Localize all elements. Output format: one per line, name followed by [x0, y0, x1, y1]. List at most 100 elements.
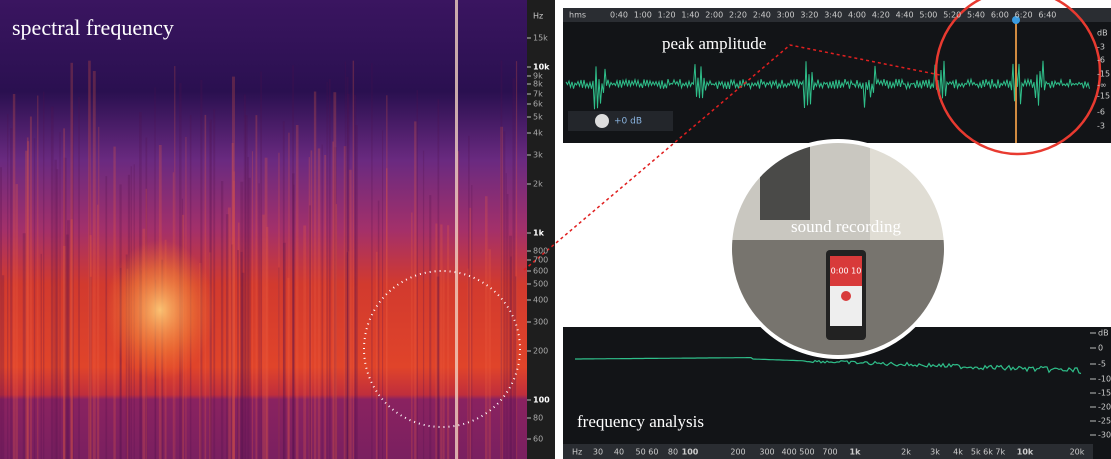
freq-label: 30 [593, 448, 603, 457]
stripe [40, 253, 42, 459]
stripe [62, 245, 66, 459]
db-label: -6 [1097, 56, 1105, 65]
stripe [25, 150, 28, 459]
db-label: -10 [1098, 375, 1111, 384]
stripe [437, 99, 440, 459]
time-label: 2:00 [705, 11, 723, 20]
stripe [209, 252, 212, 459]
stripe [251, 151, 253, 459]
time-label: 5:00 [919, 11, 937, 20]
time-label: 2:40 [753, 11, 771, 20]
tick-label: 10k [533, 63, 550, 72]
stripe [488, 249, 491, 459]
stripe [278, 152, 280, 459]
freq-label: 40 [614, 448, 624, 457]
db-label: -3 [1097, 43, 1105, 52]
stripe [89, 235, 92, 459]
freq-label: 3k [930, 448, 940, 457]
tick-label: 9k [533, 72, 543, 81]
gain-knob[interactable] [595, 114, 609, 128]
phone-timer: 0:00 10 [831, 267, 862, 276]
stripe [260, 71, 262, 459]
waveform [565, 60, 1090, 110]
stripe [237, 250, 239, 459]
stripe [514, 276, 517, 459]
stripe [317, 148, 321, 459]
freq-axis [563, 444, 1093, 459]
stripe [227, 207, 231, 459]
stripe [96, 204, 99, 459]
db-label: dB [1098, 329, 1109, 338]
time-label: 3:20 [800, 11, 818, 20]
tick-label: 4k [533, 129, 543, 138]
tick-label: 600 [533, 267, 548, 276]
stripe [255, 115, 258, 459]
playhead [1015, 22, 1017, 143]
stripe [332, 141, 334, 459]
stripe [266, 226, 269, 459]
stripe [414, 121, 417, 459]
stripe [321, 144, 323, 459]
stripe [440, 224, 443, 459]
db-label: -15 [1097, 70, 1110, 79]
stripe [1, 275, 5, 459]
stripe [471, 185, 473, 459]
stripe [344, 61, 346, 459]
time-label: 3:40 [824, 11, 842, 20]
stripe [308, 157, 310, 459]
stripe [505, 173, 507, 459]
stripe [231, 244, 234, 459]
freq-label: 400 500 [781, 448, 814, 457]
stripe [503, 131, 506, 459]
db-label: dB [1097, 29, 1108, 38]
stripe [422, 150, 425, 459]
stripe [411, 212, 413, 459]
stripe [295, 124, 299, 459]
stripe [347, 93, 350, 459]
stripe [355, 125, 358, 459]
stripe [457, 151, 459, 459]
stripe [241, 272, 245, 459]
time-label: 1:40 [681, 11, 699, 20]
playhead-handle [1012, 16, 1020, 24]
freq-label: 5k 6k 7k [971, 448, 1006, 457]
stripe [63, 128, 66, 459]
stripe [7, 113, 9, 459]
db-label: -3 [1097, 122, 1105, 131]
stripe [515, 61, 518, 459]
stripe [348, 169, 352, 459]
stripe [27, 141, 30, 459]
stripe [283, 242, 286, 459]
stripe [26, 137, 29, 459]
freq-label: 4k [953, 448, 963, 457]
stripe [29, 116, 32, 459]
gain: +0 dB [614, 117, 642, 127]
stripe [343, 146, 347, 459]
stripe [33, 138, 36, 459]
stripe [70, 219, 73, 459]
tick-label: 200 [533, 347, 548, 356]
db-label: -15 [1098, 389, 1111, 398]
stripe [233, 180, 235, 459]
stripe [92, 71, 96, 459]
stripe [50, 106, 54, 459]
spectrum-curve [575, 357, 1082, 375]
stripe [232, 76, 235, 459]
stripe [292, 173, 295, 459]
tick-label: 5k [533, 113, 543, 122]
stripe [88, 60, 91, 459]
energy-blob [105, 240, 215, 380]
label: frequency analysis [577, 412, 704, 431]
stripe [293, 184, 295, 459]
time-label: 6:00 [991, 11, 1009, 20]
tick-label: 15k [533, 34, 548, 43]
stripe [447, 225, 450, 459]
freq-label: 10k [1017, 448, 1034, 457]
tick-label: 2k [533, 180, 543, 189]
freq-label: Hz [572, 448, 582, 457]
stripe [333, 147, 337, 459]
tick-label: 1k [533, 229, 545, 238]
freq-label: 100 [682, 448, 699, 457]
label: sound recording [791, 217, 902, 236]
